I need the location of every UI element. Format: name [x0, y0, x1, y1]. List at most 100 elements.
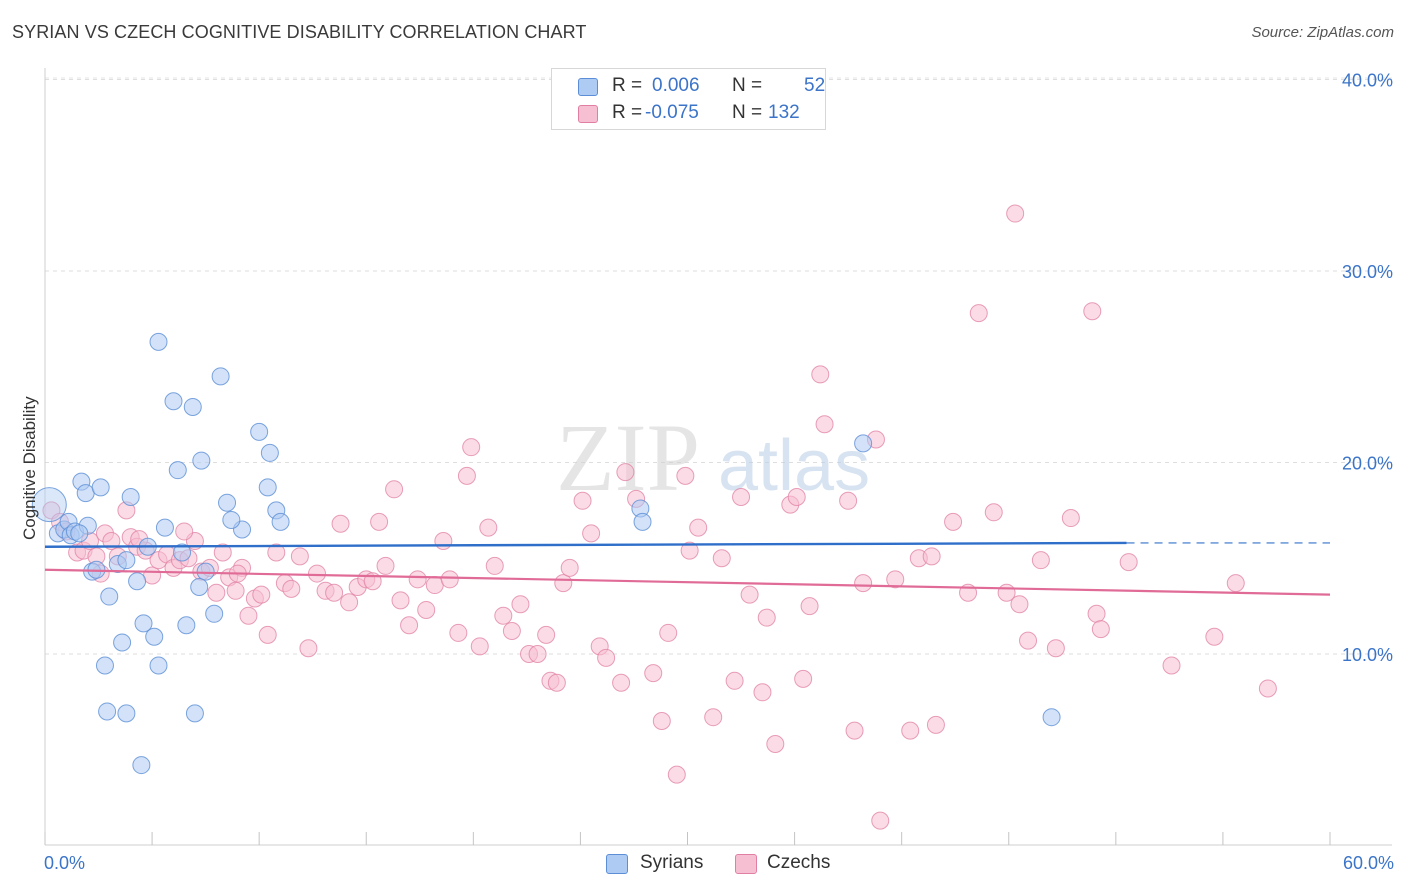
- czechs-point: [226, 581, 245, 600]
- czechs-point: [299, 639, 318, 658]
- czechs-point: [511, 595, 530, 614]
- bottom-czechs-label: Czechs: [767, 852, 831, 873]
- syrians-n-value: 52: [804, 75, 826, 96]
- syrians-point: [91, 478, 110, 497]
- czechs-point: [794, 669, 813, 688]
- syrians-point: [70, 524, 89, 543]
- bottom-syrians-label: Syrians: [640, 852, 704, 873]
- czechs-point: [1031, 551, 1050, 570]
- czechs-point: [740, 585, 759, 604]
- y-axis-label: Cognitive Disability: [20, 396, 39, 540]
- syrians-point: [258, 478, 277, 497]
- tick-labels: 10.0% 20.0% 30.0% 40.0% 0.0% 60.0%: [44, 71, 1394, 874]
- czechs-point: [1258, 679, 1277, 698]
- syrians-point: [250, 422, 269, 441]
- czechs-point: [644, 664, 663, 683]
- czechs-point: [370, 512, 389, 531]
- y-tick-label: 30.0%: [1342, 262, 1393, 282]
- czechs-point: [704, 708, 723, 727]
- czechs-point: [207, 583, 226, 602]
- czechs-point: [290, 547, 309, 566]
- x-tick-label-min: 0.0%: [44, 853, 85, 873]
- czechs-r-label: R =: [612, 102, 643, 123]
- syrians-point: [164, 392, 183, 411]
- bottom-czechs-swatch: [735, 854, 757, 874]
- y-tick-label: 10.0%: [1342, 645, 1393, 665]
- source-label: Source: ZipAtlas.com: [1251, 24, 1394, 41]
- czechs-point: [528, 645, 547, 663]
- syrians-points: [31, 332, 1061, 775]
- czechs-point: [417, 600, 436, 619]
- czechs-point: [667, 765, 686, 784]
- czechs-point: [494, 606, 513, 625]
- czechs-point: [886, 570, 905, 589]
- czechs-point: [926, 715, 945, 734]
- czechs-point: [1205, 627, 1224, 646]
- czechs-point: [462, 438, 481, 457]
- y-tick-label: 20.0%: [1342, 454, 1393, 474]
- czechs-point: [1087, 604, 1106, 623]
- chart-title: SYRIAN VS CZECH COGNITIVE DISABILITY COR…: [12, 22, 587, 42]
- czechs-point: [725, 671, 744, 690]
- syrians-point: [168, 461, 187, 480]
- syrians-r-label: R =: [612, 75, 643, 96]
- czechs-point: [239, 606, 258, 625]
- czechs-point: [325, 583, 344, 602]
- czechs-point: [1061, 509, 1080, 528]
- czechs-point: [969, 304, 988, 323]
- czechs-point: [815, 415, 834, 434]
- czechs-point: [582, 524, 601, 543]
- czechs-point: [175, 522, 194, 541]
- czechs-point: [213, 543, 232, 562]
- syrians-point: [177, 616, 196, 635]
- czechs-point: [307, 564, 326, 583]
- czechs-point: [1119, 553, 1138, 572]
- syrians-point: [132, 756, 151, 775]
- czechs-point: [485, 556, 504, 575]
- czechs-point: [800, 597, 819, 616]
- y-tick-label: 40.0%: [1342, 71, 1393, 91]
- czechs-point: [1006, 204, 1025, 223]
- syrians-point: [260, 443, 279, 462]
- czechs-point: [1010, 595, 1029, 614]
- czechs-point: [944, 512, 963, 531]
- czechs-point: [547, 673, 566, 692]
- syrians-point: [117, 551, 136, 570]
- syrians-point: [155, 518, 174, 537]
- czechs-point: [457, 466, 476, 485]
- syrians-point: [192, 451, 211, 470]
- czechs-point: [732, 487, 751, 506]
- czechs-point: [676, 466, 695, 485]
- czechs-point: [440, 570, 459, 589]
- syrians-swatch: [578, 78, 598, 96]
- syrians-point: [145, 627, 164, 646]
- czechs-point: [560, 558, 579, 577]
- czechs-point: [1091, 620, 1110, 639]
- correlation-legend: R = 0.006 N = 52 R = -0.075 N = 132: [551, 68, 826, 130]
- syrians-n-label: N =: [732, 75, 763, 96]
- czechs-point: [573, 491, 592, 510]
- czechs-point: [143, 566, 162, 585]
- czechs-point: [753, 683, 772, 702]
- czechs-point: [652, 712, 671, 731]
- czechs-trend-line: [44, 568, 1331, 596]
- syrians-point: [31, 487, 67, 523]
- czechs-point: [612, 673, 631, 692]
- czechs-point: [425, 576, 444, 595]
- czechs-point: [984, 503, 1003, 522]
- czechs-point: [616, 463, 635, 482]
- syrians-trend-line: [44, 541, 1127, 548]
- czechs-point: [680, 541, 699, 560]
- syrians-point: [854, 434, 873, 453]
- syrians-point: [100, 587, 119, 606]
- czechs-n-label: N =: [732, 102, 763, 123]
- axes: [44, 68, 1392, 846]
- czechs-point: [659, 623, 678, 642]
- czechs-point: [766, 735, 785, 754]
- czechs-point: [1226, 574, 1245, 593]
- syrians-point: [222, 510, 241, 529]
- czechs-point: [502, 622, 521, 641]
- syrians-point: [113, 633, 132, 652]
- czechs-point: [845, 721, 864, 740]
